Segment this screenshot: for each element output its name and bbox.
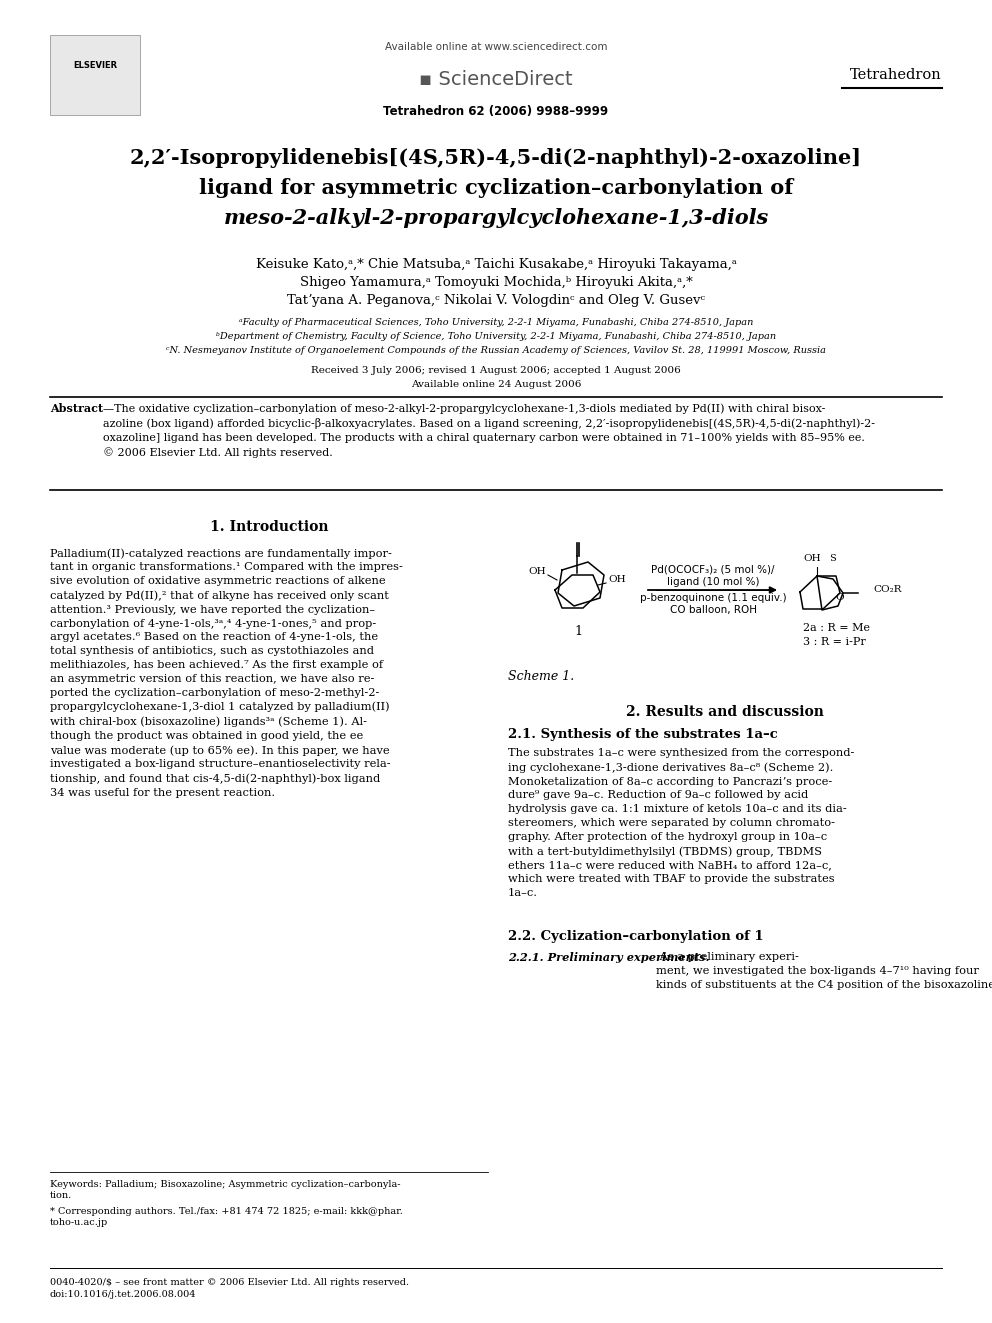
Text: 1. Introduction: 1. Introduction — [209, 520, 328, 534]
Text: 2. Results and discussion: 2. Results and discussion — [626, 705, 824, 718]
Text: ELSEVIER: ELSEVIER — [73, 61, 117, 70]
Text: ᵃFaculty of Pharmaceutical Sciences, Toho University, 2-2-1 Miyama, Funabashi, C: ᵃFaculty of Pharmaceutical Sciences, Toh… — [239, 318, 753, 327]
Text: Scheme 1.: Scheme 1. — [508, 669, 574, 683]
Text: 0040-4020/$ – see front matter © 2006 Elsevier Ltd. All rights reserved.: 0040-4020/$ – see front matter © 2006 El… — [50, 1278, 409, 1287]
Text: Pd(OCOCF₃)₂ (5 mol %)/: Pd(OCOCF₃)₂ (5 mol %)/ — [652, 565, 775, 576]
Text: 3 : R = i-Pr: 3 : R = i-Pr — [803, 636, 866, 647]
Text: ᵇDepartment of Chemistry, Faculty of Science, Toho University, 2-2-1 Miyama, Fun: ᵇDepartment of Chemistry, Faculty of Sci… — [216, 332, 776, 341]
Text: CO balloon, ROH: CO balloon, ROH — [670, 605, 757, 615]
Text: ligand for asymmetric cyclization–carbonylation of: ligand for asymmetric cyclization–carbon… — [198, 179, 794, 198]
Text: * Corresponding authors. Tel./fax: +81 474 72 1825; e-mail: kkk@phar.: * Corresponding authors. Tel./fax: +81 4… — [50, 1207, 403, 1216]
Text: Palladium(II)-catalyzed reactions are fundamentally impor-
tant in organic trans: Palladium(II)-catalyzed reactions are fu… — [50, 548, 403, 798]
Bar — [50, 34, 140, 115]
Text: 2.1. Synthesis of the substrates 1a–c: 2.1. Synthesis of the substrates 1a–c — [508, 728, 778, 741]
Text: OH: OH — [529, 568, 546, 577]
Text: tion.: tion. — [50, 1191, 72, 1200]
Text: —The oxidative cyclization–carbonylation of meso-2-alkyl-2-propargylcyclohexane-: —The oxidative cyclization–carbonylation… — [103, 404, 875, 458]
Text: 2,2′-Isopropylidenebis[(4S,5R)-4,5-di(2-naphthyl)-2-oxazoline]: 2,2′-Isopropylidenebis[(4S,5R)-4,5-di(2-… — [130, 148, 862, 168]
Text: Shigeo Yamamura,ᵃ Tomoyuki Mochida,ᵇ Hiroyuki Akita,ᵃ,*: Shigeo Yamamura,ᵃ Tomoyuki Mochida,ᵇ Hir… — [300, 277, 692, 288]
Text: doi:10.1016/j.tet.2006.08.004: doi:10.1016/j.tet.2006.08.004 — [50, 1290, 196, 1299]
Text: Keisuke Kato,ᵃ,* Chie Matsuba,ᵃ Taichi Kusakabe,ᵃ Hiroyuki Takayama,ᵃ: Keisuke Kato,ᵃ,* Chie Matsuba,ᵃ Taichi K… — [256, 258, 736, 271]
Text: Available online at www.sciencedirect.com: Available online at www.sciencedirect.co… — [385, 42, 607, 52]
Text: CO₂R: CO₂R — [873, 586, 902, 594]
Text: Available online 24 August 2006: Available online 24 August 2006 — [411, 380, 581, 389]
Text: Received 3 July 2006; revised 1 August 2006; accepted 1 August 2006: Received 3 July 2006; revised 1 August 2… — [311, 366, 681, 374]
Text: 2.2.1. Preliminary experiments.: 2.2.1. Preliminary experiments. — [508, 953, 709, 963]
Text: Keywords: Palladium; Bisoxazoline; Asymmetric cyclization–carbonyla-: Keywords: Palladium; Bisoxazoline; Asymm… — [50, 1180, 401, 1189]
Text: As a preliminary experi-
ment, we investigated the box-ligands 4–7¹⁰ having four: As a preliminary experi- ment, we invest… — [656, 953, 992, 990]
Text: p-benzoquinone (1.1 equiv.): p-benzoquinone (1.1 equiv.) — [640, 593, 787, 603]
Text: 2a : R = Me: 2a : R = Me — [803, 623, 870, 632]
Text: S: S — [829, 554, 835, 564]
Text: Tatʼyana A. Peganova,ᶜ Nikolai V. Vologdinᶜ and Oleg V. Gusevᶜ: Tatʼyana A. Peganova,ᶜ Nikolai V. Vologd… — [287, 294, 705, 307]
Text: toho-u.ac.jp: toho-u.ac.jp — [50, 1218, 108, 1226]
Text: 1: 1 — [574, 624, 582, 638]
Text: OH: OH — [804, 554, 820, 564]
Text: 2.2. Cyclization–carbonylation of 1: 2.2. Cyclization–carbonylation of 1 — [508, 930, 764, 943]
Text: OH: OH — [608, 576, 626, 585]
Text: Tetrahedron 62 (2006) 9988–9999: Tetrahedron 62 (2006) 9988–9999 — [384, 105, 608, 118]
Text: ▪ ScienceDirect: ▪ ScienceDirect — [420, 70, 572, 89]
Text: ᶜN. Nesmeyanov Institute of Organoelement Compounds of the Russian Academy of Sc: ᶜN. Nesmeyanov Institute of Organoelemen… — [166, 347, 826, 355]
Text: Tetrahedron: Tetrahedron — [850, 67, 942, 82]
Text: O: O — [835, 593, 844, 602]
Text: meso-2-alkyl-2-propargylcyclohexane-1,3-diols: meso-2-alkyl-2-propargylcyclohexane-1,3-… — [223, 208, 769, 228]
Text: Abstract: Abstract — [50, 404, 103, 414]
Text: The substrates 1a–c were synthesized from the correspond-
ing cyclohexane-1,3-di: The substrates 1a–c were synthesized fro… — [508, 747, 854, 898]
Text: ligand (10 mol %): ligand (10 mol %) — [667, 577, 759, 587]
